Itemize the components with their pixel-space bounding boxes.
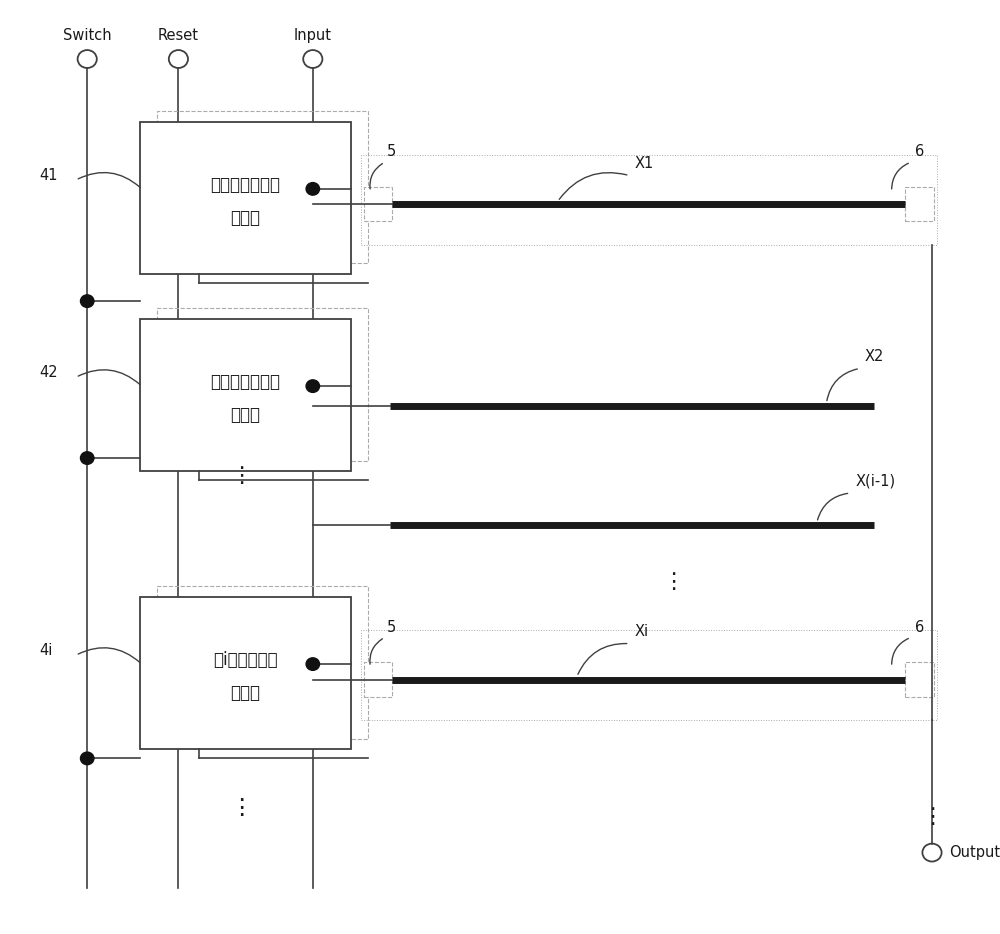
Text: ⋮: ⋮ — [230, 466, 252, 486]
Text: ⋮: ⋮ — [662, 572, 684, 592]
Text: 第一个传输线测: 第一个传输线测 — [211, 176, 281, 193]
Bar — [140, 597, 351, 749]
Bar — [364, 662, 392, 697]
Text: 试单元: 试单元 — [231, 208, 261, 227]
Text: X1: X1 — [634, 156, 654, 171]
Text: 6: 6 — [915, 619, 924, 635]
Bar — [905, 662, 934, 697]
Bar — [361, 630, 937, 720]
Text: ⋮: ⋮ — [230, 798, 252, 818]
Text: Reset: Reset — [158, 28, 199, 43]
Text: 42: 42 — [39, 365, 58, 380]
Bar — [157, 587, 368, 739]
Text: Xi: Xi — [634, 624, 649, 639]
Text: 5: 5 — [387, 619, 396, 635]
Circle shape — [80, 752, 94, 765]
Text: Input: Input — [294, 28, 332, 43]
Bar — [361, 155, 937, 245]
Text: ⋮: ⋮ — [230, 798, 252, 818]
Text: 5: 5 — [387, 145, 396, 160]
Circle shape — [306, 182, 320, 195]
Bar — [364, 187, 392, 221]
Circle shape — [306, 380, 320, 392]
Bar — [140, 121, 351, 275]
Text: 试单元: 试单元 — [231, 684, 261, 702]
Text: ⋮: ⋮ — [921, 807, 943, 827]
Text: 试单元: 试单元 — [231, 406, 261, 424]
Text: Switch: Switch — [63, 28, 112, 43]
Text: 第二个传输线测: 第二个传输线测 — [211, 373, 281, 390]
Text: X(i-1): X(i-1) — [855, 474, 895, 488]
Bar — [140, 319, 351, 472]
Circle shape — [306, 658, 320, 671]
Circle shape — [80, 452, 94, 464]
Text: 41: 41 — [39, 168, 58, 183]
Text: 第i个传输线测: 第i个传输线测 — [213, 651, 278, 669]
Text: X2: X2 — [865, 349, 884, 364]
Circle shape — [80, 295, 94, 307]
Text: 4i: 4i — [39, 644, 53, 658]
Bar — [157, 308, 368, 460]
Bar — [157, 111, 368, 263]
Bar — [905, 187, 934, 221]
Text: Output: Output — [949, 845, 1000, 860]
Text: 6: 6 — [915, 145, 924, 160]
